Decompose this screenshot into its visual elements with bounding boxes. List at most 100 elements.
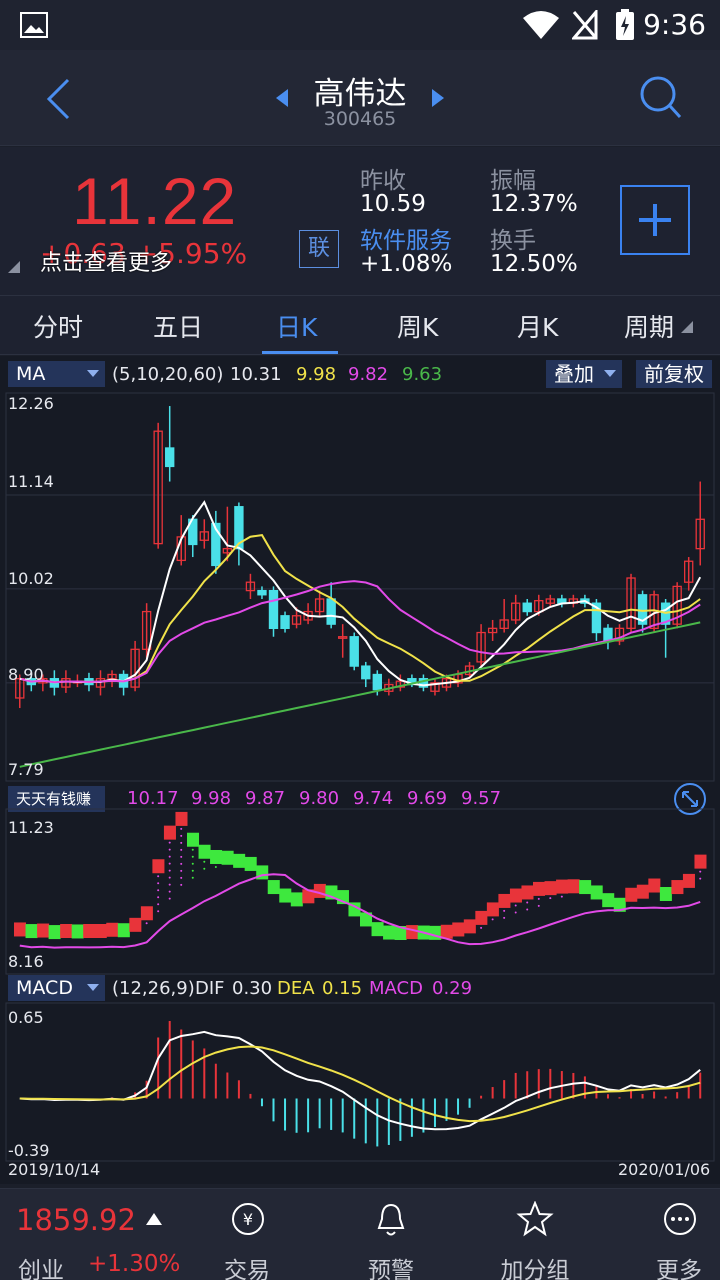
tab-intraday[interactable]: 分时 (33, 313, 84, 342)
candle-body (487, 627, 498, 634)
ribbon-block (590, 885, 603, 900)
candle-body (199, 531, 209, 541)
more-info-tip[interactable]: 点击查看更多 (40, 251, 173, 276)
candle-body (314, 598, 325, 613)
index-name[interactable]: 创业 (18, 1258, 64, 1280)
star-icon[interactable] (516, 1201, 554, 1237)
adjust-button[interactable]: 前复权 (636, 360, 712, 388)
ribbon-dot (168, 841, 171, 844)
ribbon-block (60, 924, 73, 939)
ma5-value: 10.31 (230, 364, 282, 385)
ribbon-block (475, 910, 488, 925)
macd-value: 0.29 (432, 978, 473, 999)
index-value[interactable]: 1859.92 (16, 1203, 136, 1237)
ribbon-dot (480, 926, 483, 929)
ma60-value: 9.63 (402, 364, 443, 385)
trade-icon[interactable]: ¥ (230, 1201, 266, 1237)
ribbon-block (636, 884, 649, 899)
ribbon-block (521, 885, 534, 900)
ribbon-dot (699, 877, 702, 880)
candle-body (591, 602, 602, 634)
dif-line (19, 1030, 701, 1131)
ribbon-block (163, 825, 176, 840)
candle-body (534, 600, 544, 613)
ribbon-dot (180, 869, 183, 872)
ribbon-dot (503, 909, 506, 912)
axis-bottom: 7.79 (8, 760, 44, 779)
ribbon-block (267, 880, 280, 895)
ribbon-dot (191, 862, 194, 865)
ribbon-dot (180, 855, 183, 858)
quote-panel[interactable]: 11.22 +0.63 +5.95% 点击查看更多 昨收 10.59 软件服务 … (0, 147, 720, 295)
ribbon-block (533, 881, 546, 896)
overlay-select[interactable]: 叠加 (546, 360, 622, 388)
ribbon-dot (180, 848, 183, 851)
ribbon-block (613, 897, 626, 912)
tab-daily-k[interactable]: 日K (276, 313, 318, 342)
ttyqz-v3: 9.87 (245, 788, 286, 809)
axis-2: 11.14 (8, 472, 54, 491)
dea-line (19, 1045, 701, 1123)
nav-more[interactable]: 更多 (656, 1258, 702, 1280)
axis-top: 12.26 (8, 394, 54, 413)
prev-stock-icon[interactable] (274, 88, 290, 108)
ribbon-block (117, 923, 130, 938)
ttyqz-v4: 9.80 (299, 788, 340, 809)
candle-body (326, 598, 336, 625)
index-change: +1.30% (88, 1251, 181, 1277)
sector-link[interactable]: 软件服务 (360, 228, 452, 254)
axis-4: 8.90 (8, 665, 44, 684)
ribbon-dot (526, 908, 529, 911)
tab-five-day[interactable]: 五日 (153, 313, 204, 342)
ribbon-dot (168, 890, 171, 893)
nav-add-group[interactable]: 加分组 (500, 1258, 570, 1280)
battery-icon (616, 9, 634, 40)
candle-body (245, 581, 256, 592)
candle-body (626, 577, 636, 629)
expand-icon[interactable] (673, 782, 707, 816)
candle-body (349, 636, 359, 667)
ribbon-dot (180, 876, 183, 879)
tab-weekly-k[interactable]: 周K (397, 313, 439, 342)
ttyqz-v6: 9.69 (407, 788, 448, 809)
search-icon[interactable] (638, 74, 684, 122)
chevron-down-icon (87, 370, 99, 377)
next-stock-icon[interactable] (430, 88, 446, 108)
candle-body (222, 548, 233, 554)
kline-chart-svg[interactable] (0, 356, 720, 1184)
ribbon-block (290, 892, 303, 907)
ma20-line (19, 580, 701, 684)
dif-label: DIF (195, 978, 225, 999)
ribbon-block (440, 924, 453, 939)
ma-select[interactable]: MA (8, 361, 105, 387)
macd-select[interactable]: MACD (8, 975, 105, 1001)
ribbon-dot (191, 876, 194, 879)
bell-icon[interactable] (374, 1201, 408, 1239)
ttyqz-select[interactable]: 天天有钱赚 (8, 786, 105, 812)
chart-area[interactable]: MA (5,10,20,60) 10.31 9.98 9.82 9.63 叠加 … (0, 356, 720, 1184)
back-icon[interactable] (44, 78, 74, 120)
tab-period[interactable]: 周期 (624, 313, 675, 342)
svg-text:¥: ¥ (243, 1210, 253, 1229)
candle-body (338, 636, 348, 639)
ma5-line (19, 500, 702, 687)
panel-frame (5, 1002, 715, 1162)
ribbon-dot (537, 904, 540, 907)
tab-monthly-k[interactable]: 月K (517, 313, 559, 342)
nav-alert[interactable]: 预警 (368, 1258, 414, 1280)
linked-button[interactable]: 联 (299, 230, 339, 268)
ribbon-dot (699, 870, 702, 873)
end-date: 2020/01/06 (618, 1160, 711, 1179)
candle-body (522, 602, 532, 613)
ribbon-dot (180, 827, 183, 830)
add-watchlist-button[interactable] (620, 185, 690, 255)
candle-body (61, 678, 71, 688)
nav-trade[interactable]: 交易 (224, 1258, 270, 1280)
dropdown-corner-icon (681, 321, 693, 333)
image-icon (20, 12, 48, 38)
turnover-value: 12.50% (490, 251, 578, 277)
ribbon-dot (168, 862, 171, 865)
more-icon[interactable] (662, 1201, 698, 1237)
ribbon-dot (180, 862, 183, 865)
ma-select-label: MA (16, 363, 46, 385)
